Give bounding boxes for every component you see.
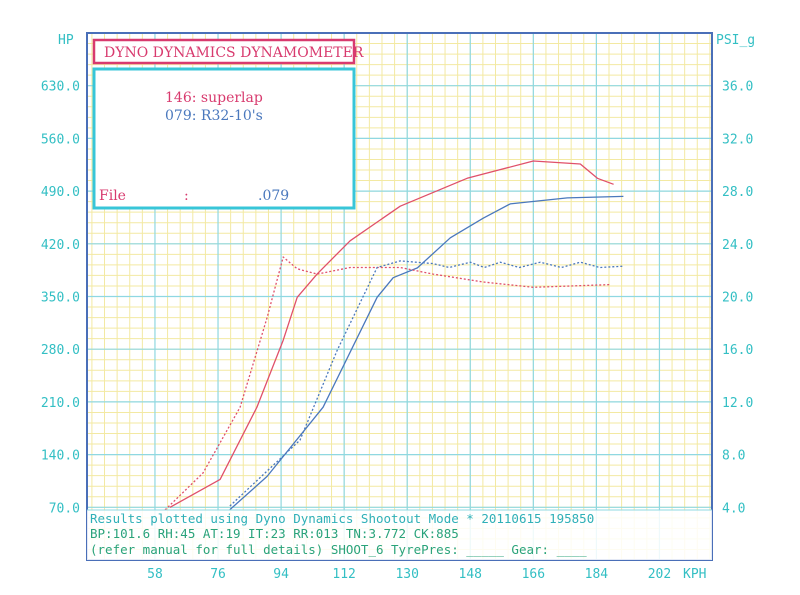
y-left-tick-label: 350.0 — [41, 291, 80, 306]
legend-box — [92, 67, 356, 210]
series-line-2 — [229, 195, 624, 511]
legend-entry-2: 079: R32-10's — [165, 108, 263, 124]
series-layer — [164, 160, 624, 511]
x-tick-label: 112 — [332, 567, 355, 582]
x-axis-label: KPH — [683, 567, 706, 582]
series-line-1 — [169, 160, 614, 508]
footer-bg — [87, 510, 712, 560]
file-label: File — [99, 188, 126, 204]
y-right-axis-label: PSI_g — [716, 33, 755, 48]
x-tick-label: 148 — [459, 567, 482, 582]
y-right-tick-label: 28.0 — [722, 185, 753, 200]
y-right-tick-label: 20.0 — [722, 291, 753, 306]
file-separator: : — [184, 188, 189, 204]
y-right-tick-label: 4.0 — [722, 501, 745, 516]
y-left-tick-label: 70.0 — [49, 501, 80, 516]
y-right-tick-label: 36.0 — [722, 80, 753, 95]
series-line-3 — [164, 256, 611, 511]
y-left-tick-label: 280.0 — [41, 343, 80, 358]
series-line-4 — [229, 260, 624, 507]
x-tick-label: 76 — [210, 567, 226, 582]
y-left-tick-label: 630.0 — [41, 80, 80, 95]
y-left-tick-label: 140.0 — [41, 449, 80, 464]
footer-line-2: BP:101.6 RH:45 AT:19 IT:23 RR:013 TN:3.7… — [90, 526, 459, 541]
y-left-tick-label: 420.0 — [41, 238, 80, 253]
axis-ticks: 58 76 94 112 130 148 166 184 202 630.0 560.0 490.0 4… — [41, 80, 753, 582]
y-left-tick-label: 560.0 — [41, 132, 80, 147]
x-tick-label: 130 — [395, 567, 418, 582]
y-right-tick-label: 16.0 — [722, 343, 753, 358]
legend-entry-1: 146: superlap — [165, 90, 263, 106]
footer-line-1: Results plotted using Dyno Dynamics Shoo… — [90, 511, 594, 526]
x-tick-label: 184 — [585, 567, 609, 582]
y-left-axis-label: HP — [58, 33, 74, 48]
y-right-tick-label: 8.0 — [722, 449, 745, 464]
y-right-tick-label: 32.0 — [722, 132, 753, 147]
x-tick-label: 166 — [522, 567, 545, 582]
x-tick-label: 202 — [648, 567, 671, 582]
y-left-tick-label: 210.0 — [41, 396, 80, 411]
footer-line-3: (refer manual for full details) SHOOT_6 … — [90, 542, 587, 557]
y-left-tick-label: 490.0 — [41, 185, 80, 200]
y-right-tick-label: 24.0 — [722, 238, 753, 253]
x-tick-label: 94 — [273, 567, 289, 582]
y-right-tick-label: 12.0 — [722, 396, 753, 411]
chart-title: DYNO DYNAMICS DYNAMOMETER — [104, 45, 364, 61]
title-box — [92, 38, 356, 65]
x-tick-label: 58 — [147, 567, 163, 582]
file-value: .079 — [258, 188, 289, 204]
